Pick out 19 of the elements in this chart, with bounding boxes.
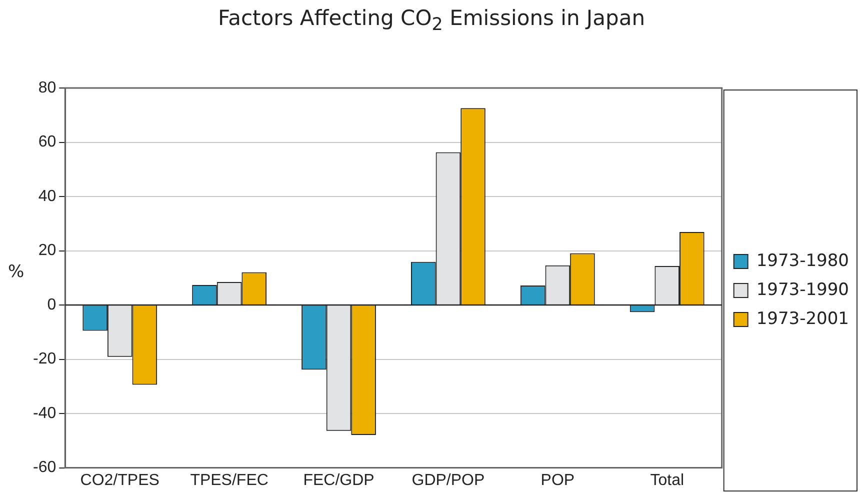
x-tick-label: POP [540, 472, 575, 489]
y-axis-title: % [8, 262, 24, 282]
x-tick-label: GDP/POP [412, 472, 485, 489]
legend-label: 1973-1980 [756, 250, 850, 271]
y-tick-label: -40 [33, 404, 56, 422]
legend-label: 1973-2001 [756, 308, 850, 329]
y-tick-label: -20 [33, 350, 56, 368]
x-tick-label: CO2/TPES [80, 472, 160, 489]
y-tick-label: 60 [38, 134, 56, 151]
y-tick-label: 80 [38, 79, 56, 96]
y-tick-label: 20 [38, 242, 56, 260]
y-tick-label: 40 [38, 188, 56, 205]
x-tick-label: FEC/GDP [303, 472, 374, 489]
x-tick-label: TPES/FEC [190, 472, 268, 489]
y-tick-label: -60 [33, 459, 56, 476]
legend-label: 1973-1990 [756, 280, 850, 300]
chart-title: Factors Affecting CO$_{2}$ Emissions in Japan [216, 6, 646, 36]
x-tick-label: Total [650, 472, 684, 489]
y-tick-label: 0 [47, 296, 56, 314]
